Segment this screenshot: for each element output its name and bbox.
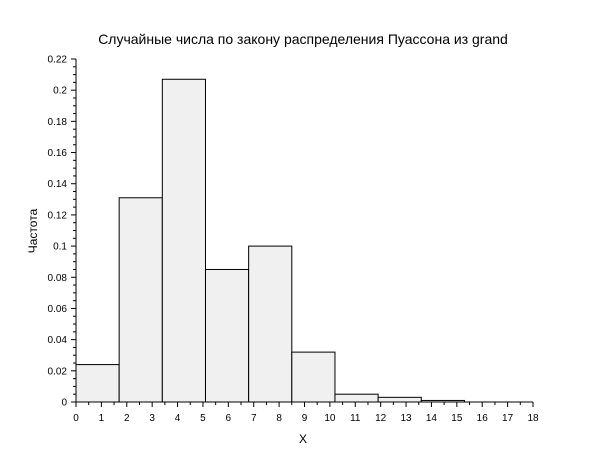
x-tick-label: 17 [502, 413, 514, 424]
x-tick-label: 5 [200, 413, 206, 424]
x-tick-label: 18 [527, 413, 539, 424]
histogram-bar-6 [334, 393, 379, 403]
y-tick-label: 0.08 [48, 273, 68, 284]
x-tick-label: 2 [124, 413, 130, 424]
x-tick-label: 1 [99, 413, 105, 424]
x-tick-label: 8 [276, 413, 282, 424]
y-tick-label: 0.22 [48, 55, 68, 66]
y-ticks-group: 0 0.02 0.04 0.06 0.08 0.1 0.12 0.14 0.16 0.18 0.2 0… [48, 55, 76, 409]
x-tick-label: 6 [226, 413, 232, 424]
histogram-bar-5 [291, 351, 336, 403]
histogram-bar-7 [377, 396, 422, 403]
x-tick-label: 9 [302, 413, 308, 424]
x-ticks-group: 0 1 2 3 4 5 6 7 8 9 10 11 12 13 14 15 16 17 18 [73, 402, 539, 424]
x-tick-label: 7 [251, 413, 257, 424]
y-tick-label: 0.1 [53, 242, 67, 253]
bars-group [75, 78, 465, 403]
x-tick-label: 12 [375, 413, 387, 424]
x-tick-label: 3 [149, 413, 155, 424]
y-tick-label: 0.12 [48, 210, 68, 221]
y-tick-label: 0.04 [48, 335, 68, 346]
histogram-bar-0 [75, 364, 120, 403]
histogram-bar-3 [204, 268, 250, 403]
histogram-bar-2 [161, 78, 206, 403]
x-tick-label: 11 [350, 413, 361, 424]
x-tick-label: 13 [400, 413, 412, 424]
x-tick-label: 4 [175, 413, 181, 424]
x-tick-label: 10 [324, 413, 336, 424]
histogram-bar-4 [248, 245, 293, 403]
y-tick-label: 0.14 [48, 179, 68, 190]
y-tick-label: 0.16 [48, 148, 68, 159]
y-tick-label: 0.18 [48, 117, 68, 128]
y-axis-label: Частота [26, 208, 40, 253]
y-tick-label: 0.02 [48, 366, 68, 377]
chart-title: Случайные числа по закону распределения … [98, 31, 508, 47]
x-tick-label: 15 [451, 413, 463, 424]
histogram-bar-1 [118, 197, 163, 403]
y-tick-label: 0.2 [53, 86, 67, 97]
x-tick-label: 0 [73, 413, 79, 424]
x-axis-label: X [299, 432, 307, 446]
y-tick-label: 0 [61, 398, 67, 409]
y-tick-label: 0.06 [48, 304, 68, 315]
x-tick-label: 16 [477, 413, 489, 424]
x-tick-label: 14 [426, 413, 438, 424]
